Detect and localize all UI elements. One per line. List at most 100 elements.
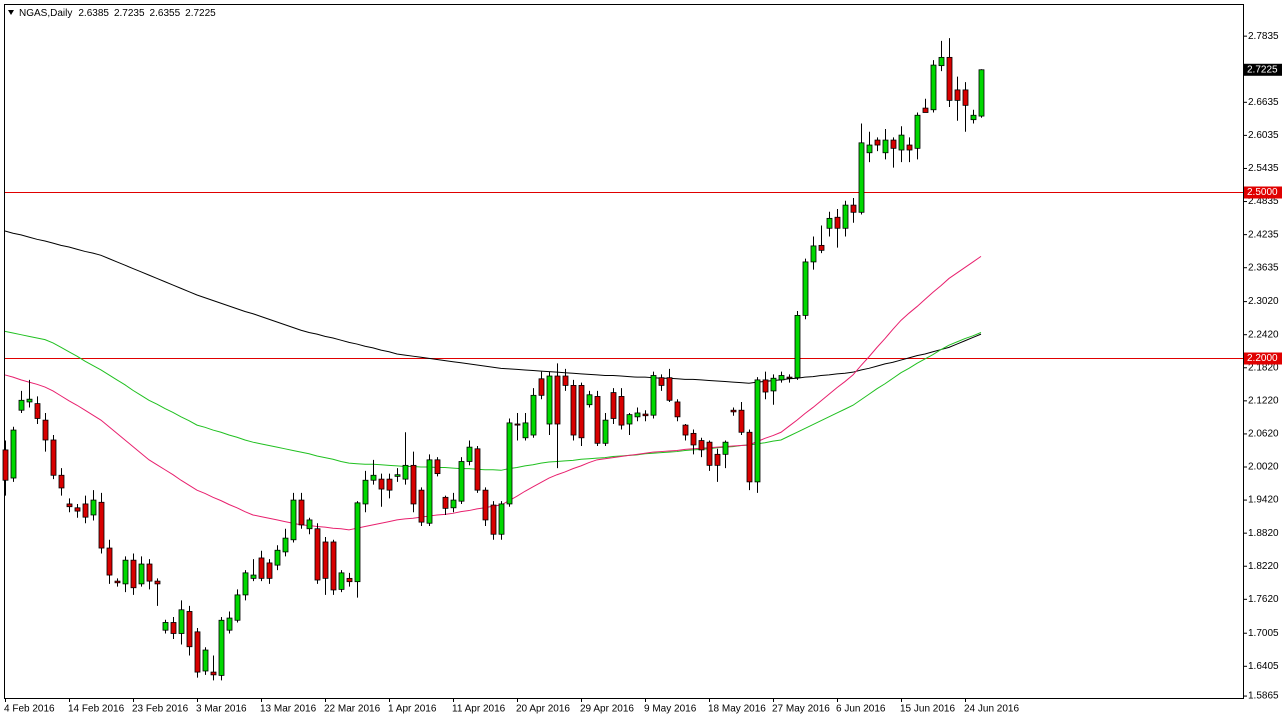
candle-body xyxy=(754,379,761,483)
y-tick-label: 2.0020 xyxy=(1248,462,1279,473)
candle-body xyxy=(354,502,361,583)
candle-body xyxy=(42,419,49,441)
candle-body xyxy=(250,574,257,579)
candle-body xyxy=(938,56,945,67)
y-tick-label: 1.5865 xyxy=(1248,691,1279,702)
candle-body xyxy=(562,375,569,386)
candle-body xyxy=(114,580,121,584)
candle-body xyxy=(338,572,345,590)
candle-body xyxy=(866,144,873,154)
candle-body xyxy=(330,541,337,591)
moving-average xyxy=(4,230,982,384)
candle-body xyxy=(954,89,961,101)
candle-body xyxy=(578,385,585,439)
plot-frame xyxy=(4,4,1244,699)
x-tick-label: 15 Jun 2016 xyxy=(900,704,955,715)
candle-body xyxy=(418,489,425,523)
candle-body xyxy=(682,424,689,436)
candle-body xyxy=(282,537,289,553)
x-tick-label: 27 May 2016 xyxy=(772,704,830,715)
candle-body xyxy=(130,559,137,589)
candle-body xyxy=(794,314,801,379)
y-tick-label: 1.7005 xyxy=(1248,628,1279,639)
candle-body xyxy=(410,464,417,505)
candle-body xyxy=(458,461,465,502)
price-box xyxy=(1244,352,1282,365)
candle-body xyxy=(882,139,889,154)
candle-body xyxy=(122,559,129,585)
candle-body xyxy=(234,594,241,621)
y-tick-label: 2.1220 xyxy=(1248,395,1279,406)
candle-body xyxy=(138,563,145,585)
y-tick-label: 1.8820 xyxy=(1248,528,1279,539)
y-tick-label: 2.7835 xyxy=(1248,31,1279,42)
candle-body xyxy=(426,459,433,524)
candle-body xyxy=(626,414,633,425)
candle-body xyxy=(82,503,89,518)
y-tick-label: 1.9420 xyxy=(1248,495,1279,506)
x-tick-label: 14 Feb 2016 xyxy=(68,704,125,715)
candle-body xyxy=(602,419,609,444)
candle-body xyxy=(634,412,641,418)
candle-body xyxy=(706,441,713,466)
candle-body xyxy=(362,479,369,505)
candle-body xyxy=(922,107,929,113)
candle-body xyxy=(818,244,825,251)
candle-body xyxy=(658,377,665,386)
y-tick-label: 2.3635 xyxy=(1248,262,1279,273)
candle-body xyxy=(858,142,865,213)
candle-body xyxy=(618,396,625,426)
candle-body xyxy=(274,549,281,566)
candle-body xyxy=(18,399,25,411)
candle-body xyxy=(58,474,65,489)
candle-body xyxy=(154,580,161,585)
candle-body xyxy=(106,547,113,576)
candle-body xyxy=(90,499,97,516)
candle-body xyxy=(378,478,385,490)
candle-body xyxy=(730,409,737,413)
candle-body xyxy=(594,396,601,444)
candle-body xyxy=(290,499,297,541)
candle-body xyxy=(386,478,393,491)
candle-body xyxy=(666,377,673,401)
candle-body xyxy=(746,431,753,483)
candle-body xyxy=(490,504,497,535)
candle-body xyxy=(498,503,505,535)
candle-body xyxy=(474,448,481,491)
y-tick-label: 2.6035 xyxy=(1248,130,1279,141)
candle-body xyxy=(226,617,233,631)
candle-body xyxy=(570,385,577,436)
candle-body xyxy=(538,378,545,396)
candle-body xyxy=(610,392,617,419)
price-box-label: 2.5000 xyxy=(1247,187,1278,198)
candle-body xyxy=(914,114,921,149)
candle-body xyxy=(258,557,265,579)
candle-body xyxy=(546,375,553,425)
chart-header: NGAS,Daily 2.6385 2.7235 2.6355 2.7225 xyxy=(19,8,216,19)
low-value: 2.6355 xyxy=(150,8,181,19)
candle-body xyxy=(322,541,329,579)
candle-body xyxy=(826,217,833,229)
candle-body xyxy=(874,139,881,146)
candle-body xyxy=(202,649,209,672)
candle-body xyxy=(266,562,273,579)
y-tick-label: 2.4835 xyxy=(1248,196,1279,207)
x-tick-label: 11 Apr 2016 xyxy=(452,704,506,715)
candle-body xyxy=(466,446,473,462)
y-tick-label: 2.0620 xyxy=(1248,429,1279,440)
candle-body xyxy=(298,499,305,526)
candle-body xyxy=(802,261,809,316)
y-tick-label: 1.6405 xyxy=(1248,661,1279,672)
candle-body xyxy=(162,622,169,631)
x-tick-label: 24 Jun 2016 xyxy=(964,704,1019,715)
candle-body xyxy=(194,631,201,673)
candle-body xyxy=(34,403,41,419)
candle-body xyxy=(674,401,681,418)
candle-body xyxy=(210,671,217,676)
candle-body xyxy=(890,139,897,149)
candle-body xyxy=(834,216,841,229)
candle-body xyxy=(850,204,857,213)
candle-body xyxy=(186,611,193,648)
